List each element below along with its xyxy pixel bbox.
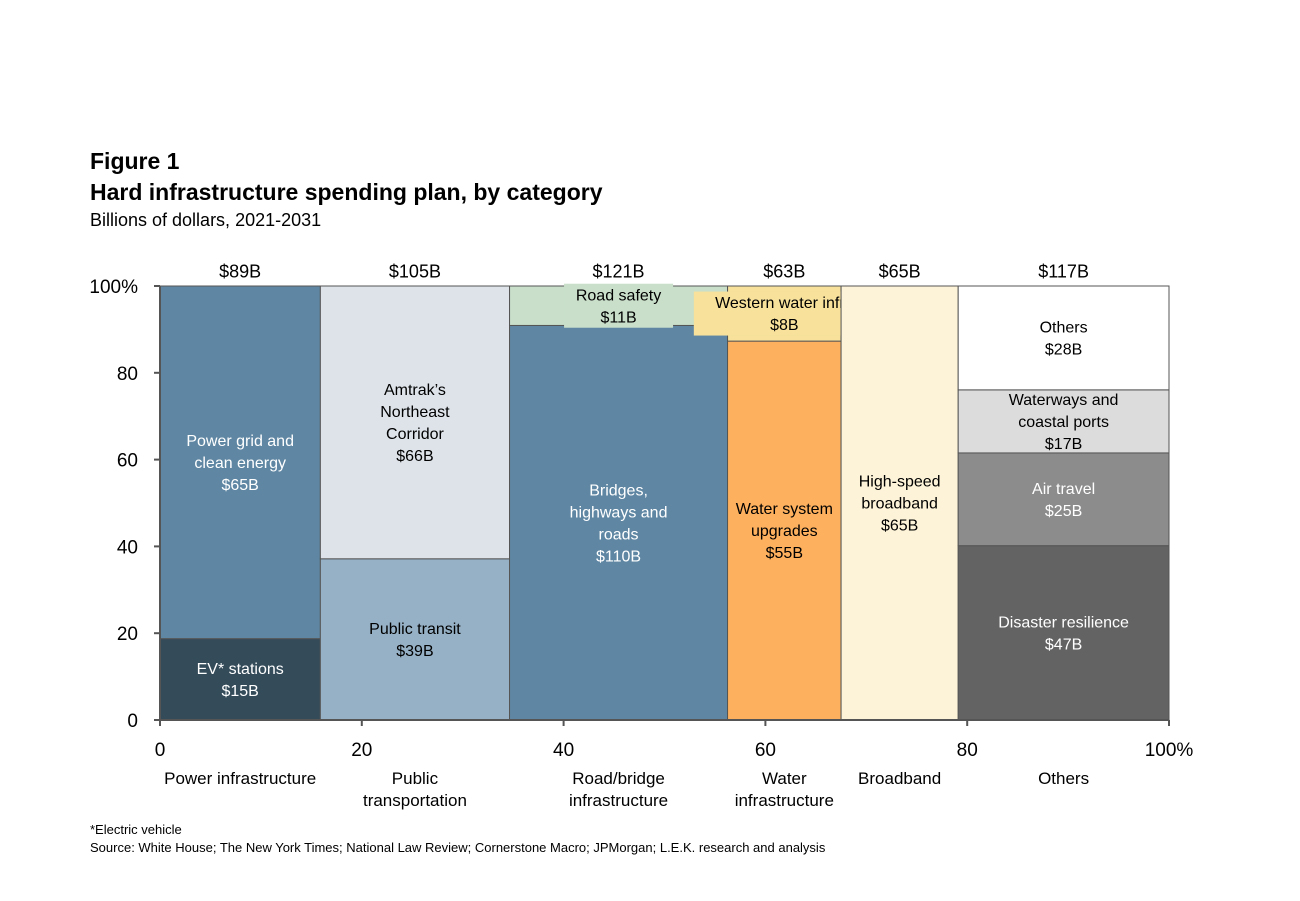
x-category-label: Power infrastructure [164,769,316,788]
source-note: Source: White House; The New York Times;… [90,840,826,855]
segment-label: Disaster resilience $47B [998,614,1129,653]
y-tick-label: 80 [117,364,138,385]
segment-air-travel [957,452,1170,547]
segment-label: Bridges, highways and roads $110B [570,482,668,565]
segment-label: Power grid and clean energy $65B [186,433,294,494]
x-tick-label: 80 [957,740,978,761]
x-category-label: Broadband [858,769,941,788]
segment-label: Air travel $25B [1032,481,1095,520]
column-total-label: $89B [219,261,261,281]
x-tick-label: 0 [155,740,166,761]
x-category-label: Others [1038,769,1089,788]
segment-power-grid-and-clean-energy [159,285,321,640]
segment-label: Water system upgrades $55B [736,501,833,562]
segment-label: Waterways and coastal ports $17B [1009,392,1119,453]
column-total-label: $121B [593,261,645,281]
y-tick-label: 60 [117,451,138,472]
segment-others [957,285,1170,391]
segment-amtrak-s-northeast-corridor [319,285,511,560]
segment-label: Others $28B [1040,320,1088,359]
x-tick-label: 60 [755,740,776,761]
segment-label: High-speed broadband $65B [859,474,941,535]
segment-ev-stations [159,638,321,721]
x-category-label: Water infrastructure [735,769,834,810]
segment-label-bg [1000,399,1128,444]
x-tick-label: 40 [553,740,574,761]
chart-subtitle: Billions of dollars, 2021-2031 [90,210,322,230]
figure-label: Figure 1 [90,148,180,174]
column-total-label: $117B [1038,261,1089,281]
y-tick-label: 0 [127,711,138,732]
x-category-label: Public transportation [363,769,467,810]
segment-water-system-upgrades [727,340,842,721]
x-category-label: Road/bridge infrastructure [569,769,668,810]
y-tick-label: 40 [117,537,138,558]
segment-label: Road safety $11B [576,287,661,326]
segment-label: Western water infra $8B [715,295,854,334]
segment-label-bg [564,283,674,328]
segment-label: Amtrak’s Northeast Corridor $66B [380,382,450,465]
footnote: *Electric vehicle [90,822,182,837]
x-tick-label: 20 [351,740,372,761]
segment-high-speed-broadband [840,285,959,721]
segment-public-transit [319,558,511,721]
segment-label: Public transit $39B [369,621,461,660]
column-total-label: $65B [879,261,921,281]
y-tick-label: 100% [89,277,138,298]
column-total-label: $63B [763,261,805,281]
segment-label: EV* stations $15B [197,661,284,700]
segment-disaster-resilience [957,545,1170,721]
segment-bridges-highways-and-roads [509,324,729,721]
chart-title: Hard infrastructure spending plan, by ca… [90,179,603,205]
y-tick-label: 20 [117,624,138,645]
x-tick-label: 100% [1145,740,1194,761]
column-total-label: $105B [389,261,441,281]
